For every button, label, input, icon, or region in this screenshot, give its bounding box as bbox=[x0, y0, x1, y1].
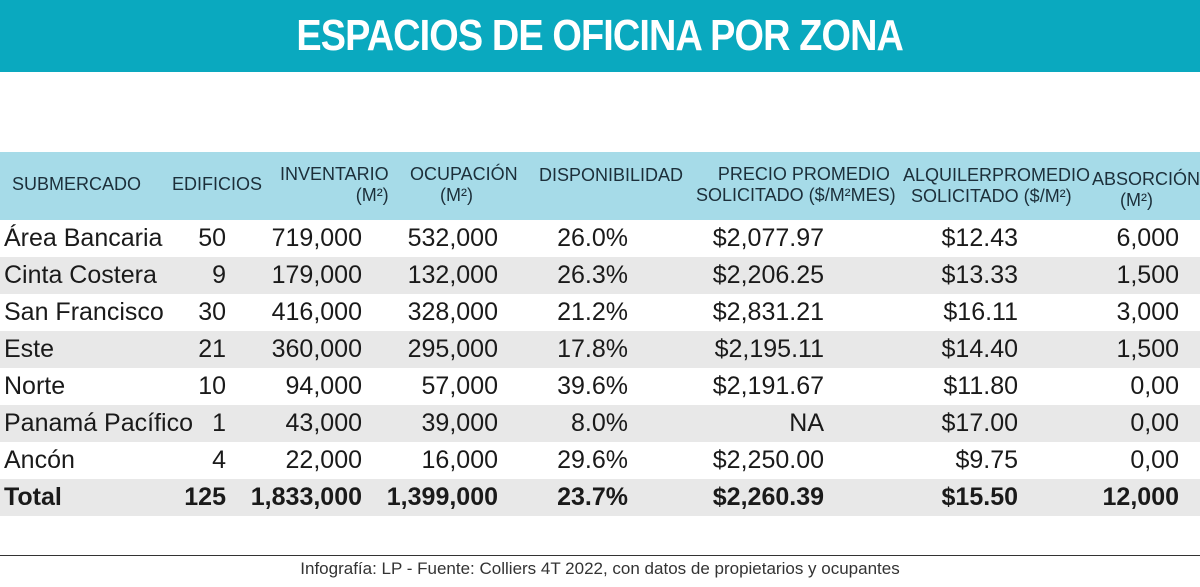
cell-disponibilidad: 39.6% bbox=[557, 372, 628, 400]
cell-edificios: 10 bbox=[198, 372, 226, 400]
cell-ocupacion: 328,000 bbox=[407, 298, 498, 326]
cell-absorcion: 0,00 bbox=[1130, 446, 1179, 474]
cell-alquiler: $13.33 bbox=[941, 261, 1018, 289]
table-row: Ancón 4 22,000 16,000 29.6% $2,250.00 $9… bbox=[0, 442, 1200, 479]
page-title: ESPACIOS DE OFICINA POR ZONA bbox=[296, 11, 904, 60]
cell-absorcion: 3,000 bbox=[1116, 298, 1179, 326]
header-submercado: SUBMERCADO bbox=[12, 174, 142, 194]
footer-divider bbox=[0, 555, 1200, 556]
cell-precio: $2,077.97 bbox=[712, 224, 824, 252]
cell-alquiler: $15.50 bbox=[941, 483, 1018, 511]
cell-inventario: 1,833,000 bbox=[250, 483, 362, 511]
cell-edificios: 9 bbox=[212, 261, 226, 289]
cell-alquiler: $14.40 bbox=[941, 335, 1018, 363]
cell-inventario: 22,000 bbox=[285, 446, 362, 474]
cell-ocupacion: 57,000 bbox=[421, 372, 498, 400]
cell-precio: $2,195.11 bbox=[714, 335, 824, 363]
cell-precio: $2,260.39 bbox=[712, 483, 824, 511]
table-row: Norte 10 94,000 57,000 39.6% $2,191.67 $… bbox=[0, 368, 1200, 405]
table-header: SUBMERCADO EDIFICIOS INVENTARIO (M²) OCU… bbox=[0, 152, 1200, 220]
cell-inventario: 179,000 bbox=[271, 261, 362, 289]
cell-inventario: 360,000 bbox=[271, 335, 362, 363]
table-row: San Francisco 30 416,000 328,000 21.2% $… bbox=[0, 294, 1200, 331]
cell-ocupacion: 532,000 bbox=[407, 224, 498, 252]
header-disponibilidad: DISPONIBILIDAD bbox=[539, 165, 684, 185]
cell-submercado: Este bbox=[4, 335, 55, 363]
cell-inventario: 416,000 bbox=[271, 298, 362, 326]
cell-absorcion: 0,00 bbox=[1130, 409, 1179, 437]
cell-submercado: Cinta Costera bbox=[4, 261, 157, 289]
cell-disponibilidad: 26.0% bbox=[557, 224, 628, 252]
header-absorcion: ABSORCIÓN (M²) bbox=[1092, 169, 1200, 210]
cell-edificios: 50 bbox=[198, 224, 226, 252]
cell-submercado: San Francisco bbox=[4, 298, 164, 326]
cell-precio: $2,191.67 bbox=[712, 372, 824, 400]
cell-precio: $2,206.25 bbox=[712, 261, 824, 289]
cell-precio: $2,831.21 bbox=[712, 298, 824, 326]
table-total-row: Total 125 1,833,000 1,399,000 23.7% $2,2… bbox=[0, 479, 1200, 516]
cell-submercado: Área Bancaria bbox=[4, 224, 163, 252]
cell-submercado: Ancón bbox=[4, 446, 75, 474]
cell-inventario: 94,000 bbox=[285, 372, 362, 400]
cell-absorcion: 6,000 bbox=[1116, 224, 1179, 252]
cell-disponibilidad: 21.2% bbox=[557, 298, 628, 326]
cell-disponibilidad: 17.8% bbox=[557, 335, 628, 363]
cell-alquiler: $12.43 bbox=[941, 224, 1018, 252]
cell-alquiler: $17.00 bbox=[941, 409, 1018, 437]
cell-absorcion: 1,500 bbox=[1116, 261, 1179, 289]
cell-disponibilidad: 8.0% bbox=[571, 409, 628, 437]
cell-disponibilidad: 23.7% bbox=[557, 483, 628, 511]
cell-edificios: 21 bbox=[198, 335, 226, 363]
cell-submercado: Total bbox=[4, 483, 62, 511]
header-inventario: INVENTARIO (M²) bbox=[280, 164, 389, 205]
cell-edificios: 4 bbox=[212, 446, 226, 474]
table-row: Cinta Costera 9 179,000 132,000 26.3% $2… bbox=[0, 257, 1200, 294]
cell-ocupacion: 16,000 bbox=[421, 446, 498, 474]
cell-ocupacion: 132,000 bbox=[407, 261, 498, 289]
source-credit: Infografía: LP - Fuente: Colliers 4T 202… bbox=[300, 559, 900, 578]
cell-inventario: 43,000 bbox=[285, 409, 362, 437]
header-ocupacion: OCUPACIÓN (M²) bbox=[410, 164, 518, 205]
table-row: Este 21 360,000 295,000 17.8% $2,195.11 … bbox=[0, 331, 1200, 368]
cell-ocupacion: 1,399,000 bbox=[386, 483, 498, 511]
cell-precio: $2,250.00 bbox=[712, 446, 824, 474]
cell-disponibilidad: 26.3% bbox=[557, 261, 628, 289]
cell-alquiler: $11.80 bbox=[943, 372, 1018, 400]
cell-precio: NA bbox=[789, 409, 824, 437]
header-alquiler-promedio: ALQUILERPROMEDIO SOLICITADO ($/M²) bbox=[903, 165, 1091, 206]
header-precio-promedio: PRECIO PROMEDIO SOLICITADO ($/M²MES) bbox=[696, 164, 896, 205]
cell-ocupacion: 295,000 bbox=[407, 335, 498, 363]
cell-alquiler: $9.75 bbox=[955, 446, 1018, 474]
cell-submercado: Norte bbox=[4, 372, 66, 400]
cell-ocupacion: 39,000 bbox=[421, 409, 498, 437]
cell-absorcion: 1,500 bbox=[1116, 335, 1179, 363]
cell-edificios: 1 bbox=[212, 409, 226, 437]
cell-absorcion: 0,00 bbox=[1130, 372, 1179, 400]
title-banner: ESPACIOS DE OFICINA POR ZONA bbox=[0, 0, 1200, 72]
table-row: Panamá Pacífico 1 43,000 39,000 8.0% NA … bbox=[0, 405, 1200, 442]
cell-alquiler: $16.11 bbox=[943, 298, 1018, 326]
cell-absorcion: 12,000 bbox=[1102, 483, 1179, 511]
office-space-table: SUBMERCADO EDIFICIOS INVENTARIO (M²) OCU… bbox=[0, 152, 1200, 516]
cell-submercado: Panamá Pacífico bbox=[4, 409, 193, 437]
cell-edificios: 125 bbox=[184, 483, 226, 511]
cell-inventario: 719,000 bbox=[271, 224, 362, 252]
cell-edificios: 30 bbox=[198, 298, 226, 326]
header-edificios: EDIFICIOS bbox=[172, 174, 263, 194]
cell-disponibilidad: 29.6% bbox=[557, 446, 628, 474]
table-row: Área Bancaria 50 719,000 532,000 26.0% $… bbox=[0, 220, 1200, 257]
